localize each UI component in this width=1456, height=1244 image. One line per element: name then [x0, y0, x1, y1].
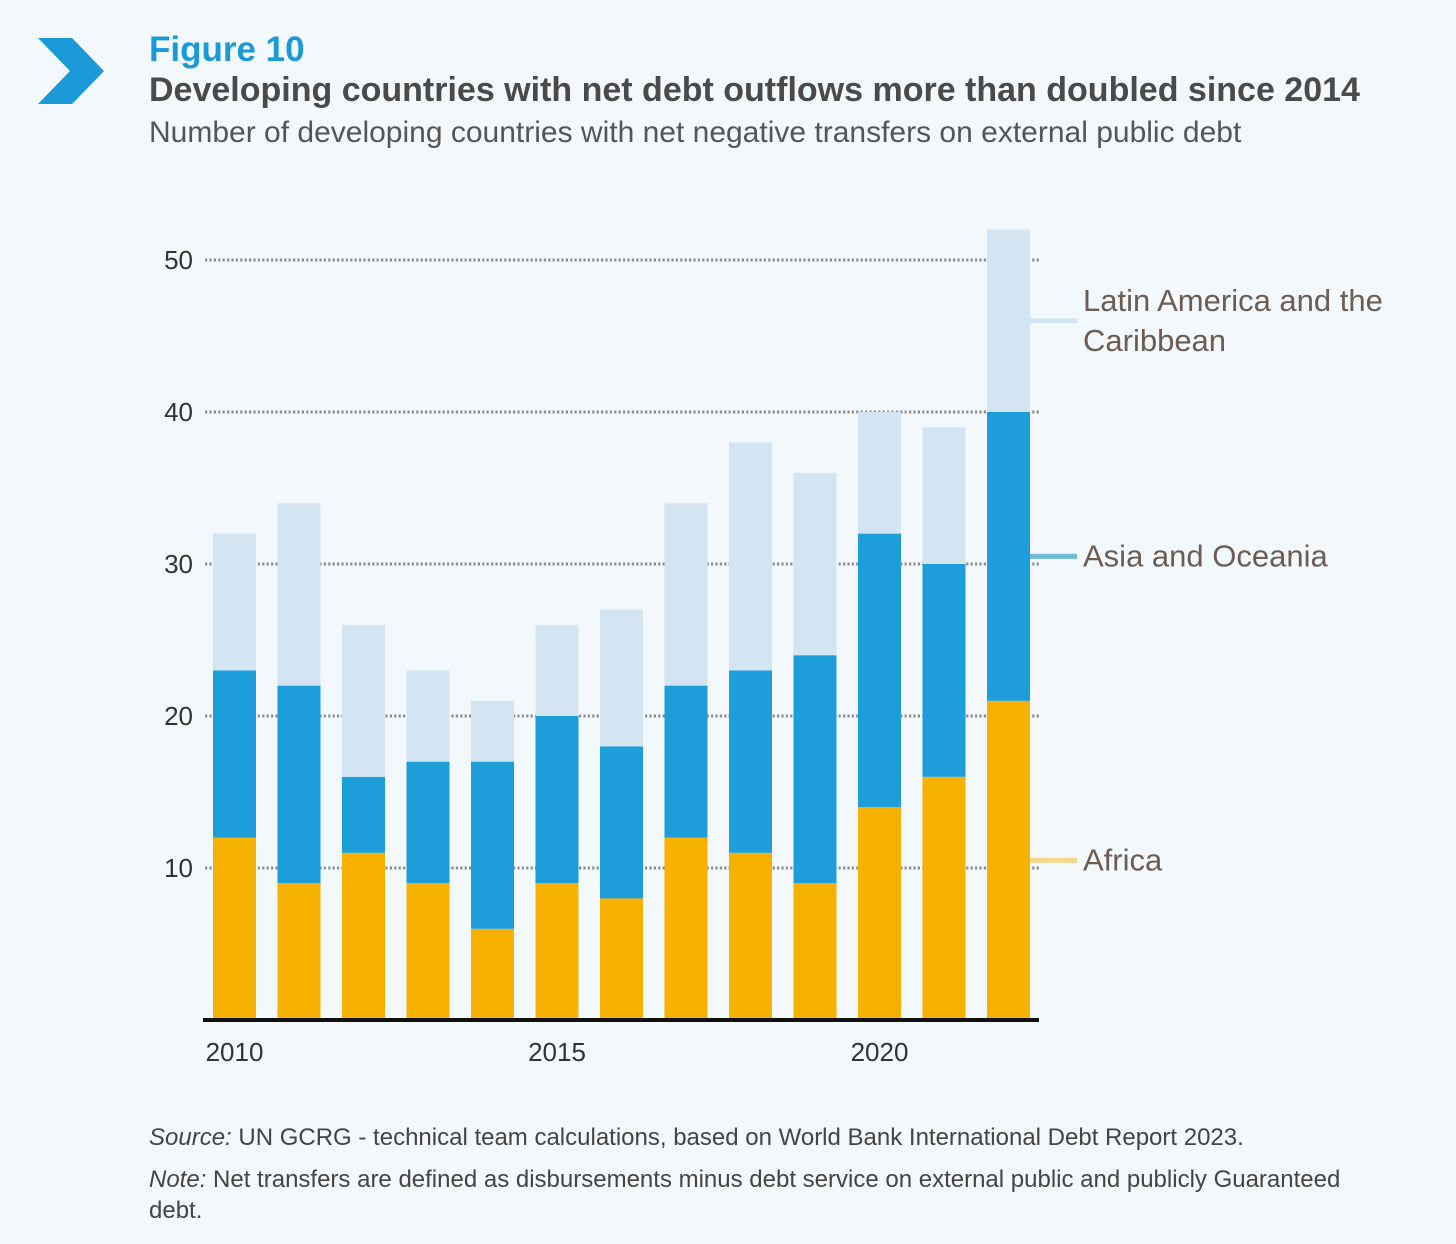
legend-label-asia-and-oceania-line-1: Asia and Oceania	[1083, 538, 1328, 573]
bar-2020-asia-and-oceania	[858, 533, 901, 808]
bar-2018-asia-and-oceania	[729, 670, 772, 853]
legend-label-latin-america-and-the-caribbean-line-2: Caribbean	[1083, 323, 1226, 358]
bar-2020-latin-america-and-the-caribbean	[858, 412, 901, 534]
bar-2011-asia-and-oceania	[277, 685, 321, 884]
bar-2010-africa	[213, 837, 256, 1020]
bar-2014-latin-america-and-the-caribbean	[471, 700, 514, 762]
bar-2011-latin-america-and-the-caribbean	[277, 503, 321, 686]
bar-2020-africa	[858, 807, 901, 1020]
bar-2019-africa	[793, 883, 837, 1020]
y-tick-label-20: 20	[164, 701, 193, 731]
legend-label-latin-america-and-the-caribbean-line-1: Latin America and the	[1083, 283, 1383, 318]
bar-2015-latin-america-and-the-caribbean	[535, 624, 579, 716]
bar-2016-asia-and-oceania	[600, 746, 643, 899]
bar-2016-latin-america-and-the-caribbean	[600, 609, 643, 747]
chevron-right-icon	[38, 38, 104, 104]
bar-2010-latin-america-and-the-caribbean	[213, 533, 256, 671]
bar-2013-africa	[406, 883, 450, 1020]
y-tick-label-10: 10	[164, 853, 193, 883]
figure-label: Figure 10	[149, 30, 305, 69]
definition-note: Note: Net transfers are defined as disbu…	[149, 1164, 1399, 1226]
x-tick-label-2020: 2020	[851, 1037, 909, 1067]
bar-2010-asia-and-oceania	[213, 670, 256, 838]
bar-2015-africa	[535, 883, 579, 1020]
source-text: UN GCRG - technical team calculations, b…	[231, 1124, 1244, 1151]
x-tick-label-2015: 2015	[528, 1037, 586, 1067]
bar-2022-africa	[987, 700, 1030, 1020]
bar-2014-africa	[471, 928, 514, 1020]
bar-2017-africa	[664, 837, 708, 1020]
y-tick-label-50: 50	[164, 245, 193, 275]
bar-2022-asia-and-oceania	[987, 412, 1030, 701]
bar-2017-latin-america-and-the-caribbean	[664, 503, 708, 686]
chart-footer: Source: UN GCRG - technical team calcula…	[149, 1122, 1399, 1237]
x-tick-label-2010: 2010	[206, 1037, 264, 1067]
bar-2019-asia-and-oceania	[793, 655, 837, 884]
note-label: Note:	[149, 1166, 207, 1193]
bar-2014-asia-and-oceania	[471, 761, 514, 929]
y-tick-label-40: 40	[164, 397, 193, 427]
bar-2021-latin-america-and-the-caribbean	[922, 427, 966, 564]
legend-label-africa-line-1: Africa	[1083, 842, 1163, 877]
bar-2013-asia-and-oceania	[406, 761, 450, 884]
source-note: Source: UN GCRG - technical team calcula…	[149, 1122, 1399, 1153]
bar-2012-latin-america-and-the-caribbean	[342, 624, 385, 777]
chart-subtitle: Number of developing countries with net …	[149, 116, 1242, 149]
bar-2022-latin-america-and-the-caribbean	[987, 229, 1030, 412]
bar-2011-africa	[277, 883, 321, 1020]
bar-2013-latin-america-and-the-caribbean	[406, 670, 450, 762]
bar-2021-africa	[922, 776, 966, 1020]
bar-2018-latin-america-and-the-caribbean	[729, 442, 772, 671]
bar-2012-asia-and-oceania	[342, 776, 385, 853]
bar-2018-africa	[729, 852, 772, 1020]
bar-2019-latin-america-and-the-caribbean	[793, 472, 837, 656]
bar-2016-africa	[600, 898, 643, 1020]
note-text: Net transfers are defined as disbursemen…	[149, 1166, 1341, 1224]
bar-2015-asia-and-oceania	[535, 716, 579, 884]
stacked-bar-chart: 10 20 30 40 50 2010 2015 2020 Latin America and …	[164, 229, 1383, 1067]
y-tick-label-30: 30	[164, 549, 193, 579]
chart-title: Developing countries with net debt outfl…	[149, 71, 1360, 109]
bar-2017-asia-and-oceania	[664, 685, 708, 838]
bar-2021-asia-and-oceania	[922, 564, 966, 777]
bar-2012-africa	[342, 852, 385, 1020]
source-label: Source:	[149, 1124, 232, 1151]
